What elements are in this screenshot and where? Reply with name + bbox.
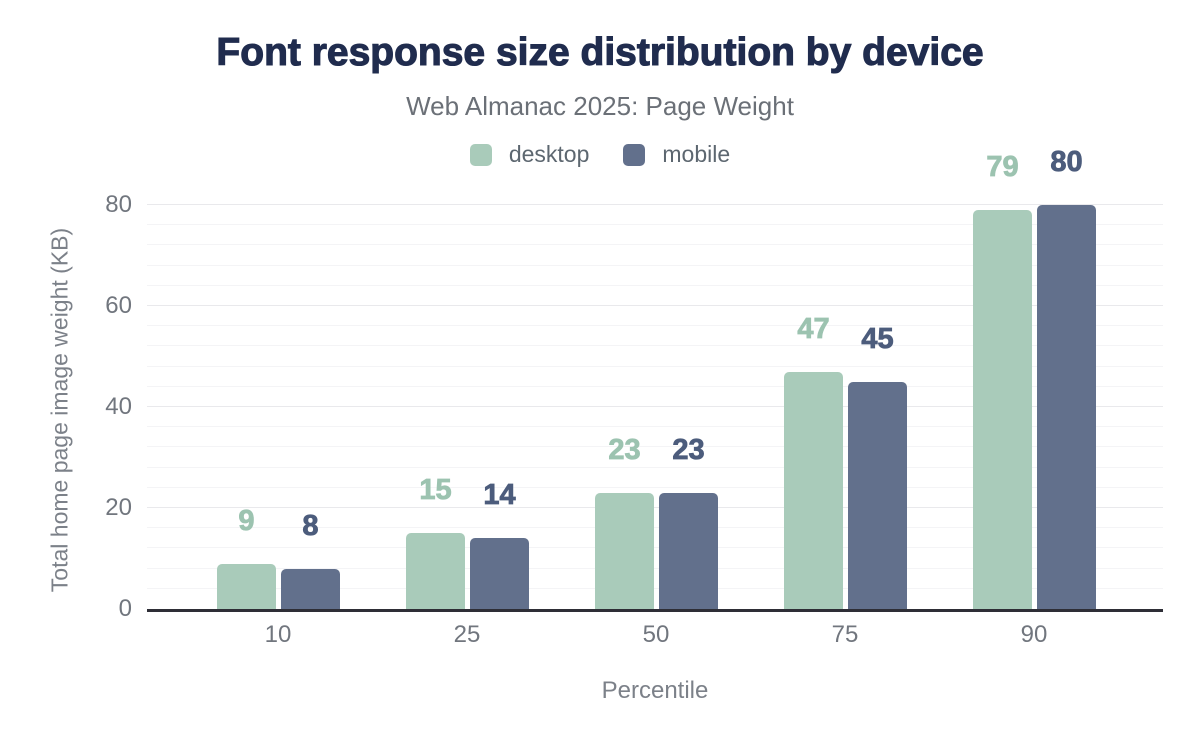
bar-mobile-p90[interactable] <box>1037 205 1096 609</box>
major-gridline <box>147 507 1163 508</box>
bar-value-label-mobile-p90: 80 <box>1050 146 1083 178</box>
bar-value-label-mobile-p50: 23 <box>672 434 705 466</box>
bar-desktop-p75[interactable] <box>784 372 843 609</box>
y-tick-label-80: 80 <box>105 191 132 218</box>
minor-gridline <box>147 385 1163 387</box>
legend-label-desktop: desktop <box>508 141 590 167</box>
minor-gridline <box>147 345 1163 347</box>
x-tick-label-50: 50 <box>642 621 670 648</box>
minor-gridline <box>147 284 1163 286</box>
bar-value-label-desktop-p10: 9 <box>238 505 255 537</box>
bar-desktop-p90[interactable] <box>973 210 1032 609</box>
bar-mobile-p75[interactable] <box>848 382 907 609</box>
legend-swatch-desktop-icon <box>469 143 492 166</box>
legend-item-desktop[interactable]: desktop <box>469 141 590 168</box>
bar-value-label-desktop-p90: 79 <box>986 151 1019 183</box>
plot-area: 9 8 15 14 23 23 47 45 79 80 <box>147 147 1163 612</box>
x-axis-title: Percentile <box>601 677 709 704</box>
minor-gridline <box>147 426 1163 428</box>
minor-gridline <box>147 587 1163 589</box>
bar-value-label-desktop-p50: 23 <box>608 434 641 466</box>
minor-gridline <box>147 264 1163 266</box>
bar-desktop-p25[interactable] <box>406 533 465 609</box>
y-tick-label-20: 20 <box>105 494 132 521</box>
chart-subtitle: Web Almanac 2025: Page Weight <box>406 91 794 121</box>
chart-legend: desktop mobile <box>0 141 1200 168</box>
x-tick-label-25: 25 <box>453 621 481 648</box>
minor-gridline <box>147 365 1163 367</box>
legend-label-mobile: mobile <box>662 141 731 167</box>
legend-item-mobile[interactable]: mobile <box>623 141 730 168</box>
major-gridline <box>147 406 1163 407</box>
minor-gridline <box>147 567 1163 569</box>
chart-title: Font response size distribution by devic… <box>216 30 984 74</box>
x-tick-label-10: 10 <box>264 621 292 648</box>
minor-gridline <box>147 527 1163 529</box>
bar-value-label-mobile-p10: 8 <box>302 510 319 542</box>
y-tick-label-40: 40 <box>105 393 132 420</box>
minor-gridline <box>147 224 1163 226</box>
minor-gridline <box>147 244 1163 246</box>
minor-gridline <box>147 446 1163 448</box>
major-gridline <box>147 305 1163 306</box>
x-tick-label-90: 90 <box>1020 621 1048 648</box>
minor-gridline <box>147 325 1163 327</box>
bar-mobile-p50[interactable] <box>659 493 718 609</box>
bar-mobile-p10[interactable] <box>281 569 340 609</box>
x-tick-label-75: 75 <box>831 621 859 648</box>
minor-gridline <box>147 486 1163 488</box>
legend-swatch-mobile-icon <box>623 143 646 166</box>
y-tick-label-60: 60 <box>105 292 132 319</box>
bar-value-label-mobile-p25: 14 <box>483 479 516 511</box>
bar-value-label-mobile-p75: 45 <box>861 323 894 355</box>
bar-value-label-desktop-p25: 15 <box>419 474 452 506</box>
y-tick-label-0: 0 <box>118 595 132 622</box>
bar-mobile-p25[interactable] <box>470 538 529 609</box>
bar-value-label-desktop-p75: 47 <box>797 313 830 345</box>
minor-gridline <box>147 466 1163 468</box>
major-gridline <box>147 204 1163 205</box>
bar-desktop-p10[interactable] <box>217 564 276 609</box>
bar-desktop-p50[interactable] <box>595 493 654 609</box>
minor-gridline <box>147 547 1163 549</box>
